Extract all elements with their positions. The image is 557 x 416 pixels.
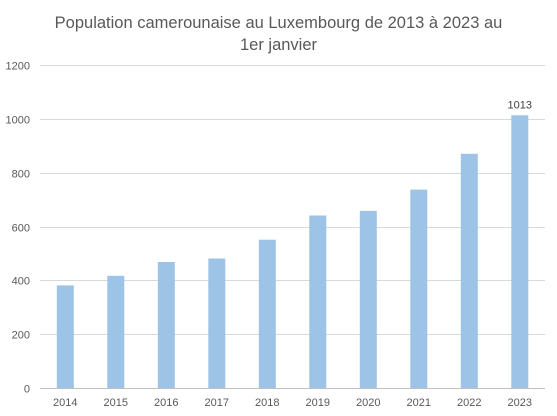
bar-2018 — [258, 239, 276, 388]
bar-2020 — [359, 210, 377, 388]
bar-2023 — [511, 115, 529, 389]
y-tick-label-0: 0 — [24, 384, 30, 396]
x-tick-label-2014: 2014 — [53, 397, 77, 409]
x-tick-label-2017: 2017 — [205, 397, 229, 409]
bar-2014 — [56, 285, 74, 388]
x-tick-label-2020: 2020 — [356, 397, 380, 409]
data-label-2023: 1013 — [508, 99, 532, 111]
y-tick-label-1200: 1200 — [6, 61, 30, 73]
chart-title: Population camerounaise au Luxembourg de… — [0, 12, 557, 56]
bar-2019 — [309, 215, 327, 388]
y-tick-label-800: 800 — [12, 169, 30, 181]
y-tick-label-200: 200 — [12, 330, 30, 342]
bar-2022 — [460, 153, 478, 388]
chart-title-line-1: Population camerounaise au Luxembourg de… — [54, 14, 503, 32]
bar-2016 — [157, 262, 175, 388]
bar-2017 — [208, 258, 226, 388]
x-tick-label-2022: 2022 — [457, 397, 481, 409]
x-tick-label-2019: 2019 — [306, 397, 330, 409]
bar-2021 — [410, 189, 428, 388]
x-tick-label-2023: 2023 — [508, 397, 532, 409]
bar-2015 — [107, 275, 125, 388]
chart-title-line-2: 1er janvier — [239, 36, 318, 54]
x-tick-label-2016: 2016 — [154, 397, 178, 409]
x-tick-label-2018: 2018 — [255, 397, 279, 409]
y-tick-label-400: 400 — [12, 276, 30, 288]
x-tick-label-2015: 2015 — [104, 397, 128, 409]
y-tick-label-1000: 1000 — [6, 115, 30, 127]
y-tick-label-600: 600 — [12, 223, 30, 235]
x-tick-label-2021: 2021 — [407, 397, 431, 409]
